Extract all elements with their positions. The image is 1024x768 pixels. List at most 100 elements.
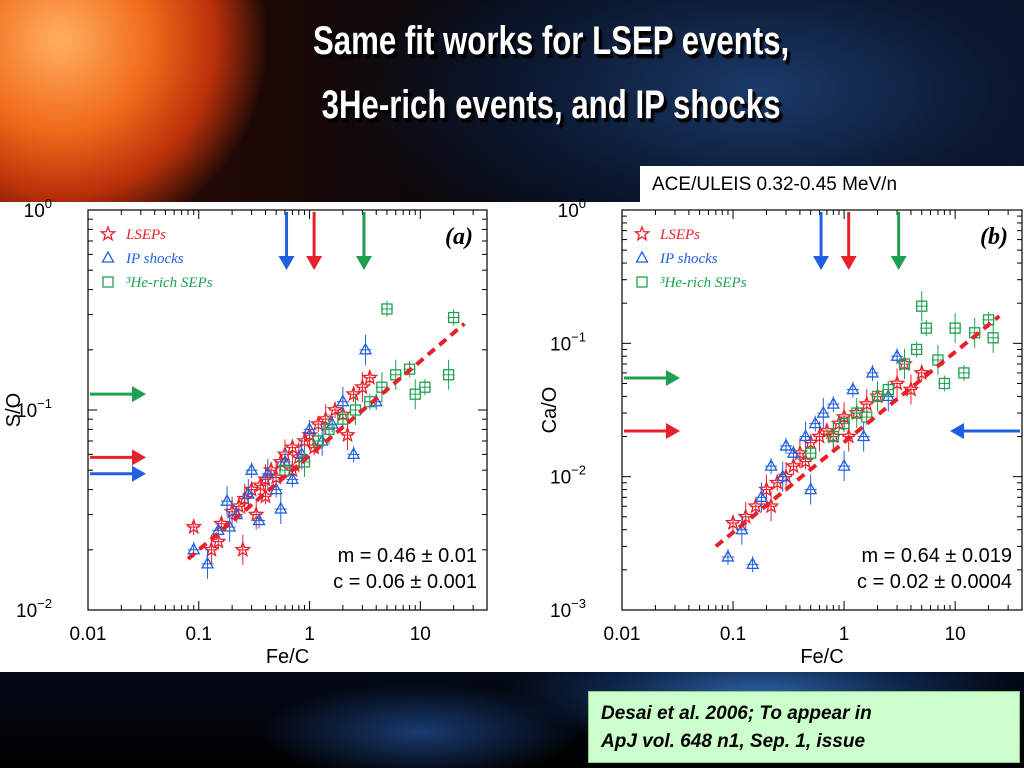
legend: LSEPs IP shocks ³He-rich SEPs: [633, 225, 747, 291]
tick-marks: [621, 210, 1023, 611]
data-point: [721, 549, 735, 562]
data-point: [339, 426, 356, 443]
data-point: [735, 522, 749, 535]
arrow-head: [950, 423, 964, 440]
data-point: [290, 448, 308, 465]
data-point: [920, 322, 932, 334]
fit-intercept-text: c = 0.02 ± 0.0004: [857, 571, 1012, 593]
x-axis-label: Fe/C: [266, 646, 309, 668]
top-arrow: [890, 212, 907, 270]
data-point: [353, 378, 371, 395]
data-point: [358, 342, 373, 355]
top-arrow: [840, 212, 857, 270]
arrow-head: [890, 256, 907, 270]
data-point: [785, 457, 802, 474]
data-point: [857, 429, 871, 442]
data-point: [987, 332, 999, 344]
data-point: [230, 497, 248, 514]
data-point: [283, 438, 301, 455]
data-point: [234, 540, 252, 558]
citation-box: Desai et al. 2006; To appear in ApJ vol.…: [588, 691, 1020, 763]
data-point: [403, 363, 416, 375]
legend-marker: [99, 225, 117, 242]
data-point: [200, 556, 215, 569]
data-point: [347, 447, 361, 460]
y-tick-label: 10−3: [550, 596, 586, 622]
arrow-head: [666, 369, 680, 386]
data-point: [805, 447, 817, 459]
data-point: [786, 445, 801, 458]
data-point: [754, 489, 768, 502]
data-point: [261, 466, 275, 479]
data-point: [381, 303, 393, 315]
data-point: [236, 489, 254, 506]
data-point: [361, 368, 379, 385]
data-point: [247, 505, 265, 522]
data-point: [309, 415, 327, 432]
slide-title-line-2: 3He-rich events, and IP shocks: [321, 83, 781, 127]
scatter-chart-b: 0.01 0.1 1 10 100 10−1 10−2 10−3 Fe/C Ca/O (b) LSEP…: [539, 196, 1023, 668]
fit-line: [714, 314, 1001, 548]
citation-line-2: ApJ vol. 648 n1, Sep. 1, issue: [601, 731, 866, 752]
top-arrow: [813, 212, 830, 270]
data-point: [337, 413, 349, 425]
data-point: [243, 480, 261, 497]
data-point: [776, 469, 790, 482]
data-point: [747, 497, 765, 514]
scatter-chart-a: 0.01 0.1 1 10 100 10−1 10−2 Fe/C S/O (a) LSEPs IP s…: [3, 196, 488, 668]
data-point: [804, 482, 818, 495]
data-point: [938, 377, 951, 390]
y-tick-label: 100: [24, 196, 52, 222]
data-point: [949, 322, 961, 334]
data-point: [837, 458, 851, 471]
data-point: [888, 374, 906, 391]
legend-entry: ³He-rich SEPs: [660, 275, 747, 291]
citation-line-1: Desai et al. 2006; To appear in: [601, 703, 872, 724]
y-tick-label: 10−2: [16, 596, 52, 622]
data-point: [858, 395, 876, 412]
data-point: [958, 367, 970, 379]
data-point: [827, 430, 839, 443]
data-point: [808, 416, 822, 429]
legend-marker: [101, 250, 115, 263]
data-point: [220, 493, 234, 506]
legend-entry: LSEPs: [659, 227, 700, 243]
data-point: [285, 472, 299, 485]
panel-label: (a): [445, 224, 473, 250]
x-tick-label: 0.01: [604, 624, 641, 645]
x-tick-label: 0.1: [186, 624, 212, 645]
data-point: [898, 358, 911, 370]
legend-entry: IP shocks: [659, 251, 718, 267]
x-axis-label: Fe/C: [800, 646, 843, 668]
arrow-head: [132, 386, 146, 403]
slide-title-line-1: Same fit works for LSEP events,: [312, 19, 790, 63]
data-point: [798, 429, 813, 442]
data-point: [336, 394, 350, 407]
data-point: [737, 507, 755, 525]
data-point: [746, 556, 760, 569]
data-point: [871, 390, 884, 403]
data-point: [442, 369, 455, 381]
data-point: [202, 540, 220, 558]
fit-slope-text: m = 0.64 ± 0.019: [861, 545, 1012, 567]
data-point: [816, 405, 830, 418]
data-point: [810, 427, 828, 444]
top-arrow: [355, 212, 372, 270]
legend-marker: [633, 225, 651, 242]
data-point: [274, 501, 288, 514]
fit-intercept-text: c = 0.06 ± 0.001: [333, 571, 477, 593]
data-point: [326, 401, 344, 418]
data-point: [212, 514, 230, 531]
left-arrow: [90, 449, 146, 466]
panel-label: (b): [980, 224, 1008, 250]
legend-marker: [635, 250, 649, 263]
y-tick-label: 100: [558, 196, 586, 222]
legend: LSEPs IP shocks ³He-rich SEPs: [99, 225, 213, 291]
arrow-head: [666, 423, 680, 440]
data-point: [409, 388, 421, 400]
left-arrow: [624, 369, 680, 386]
y-tick-label: 10−1: [550, 329, 586, 355]
series-ipshocks: [721, 348, 904, 573]
data-point: [764, 458, 778, 471]
arrow-head: [840, 256, 857, 270]
